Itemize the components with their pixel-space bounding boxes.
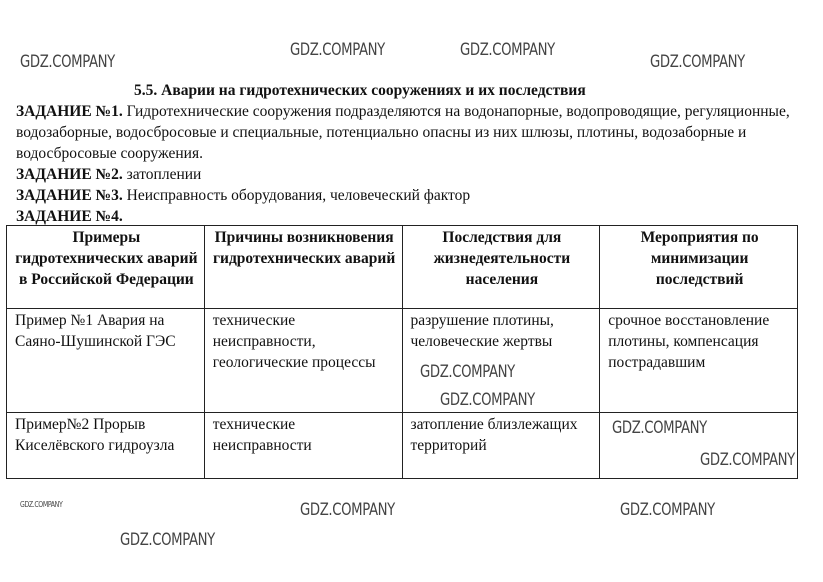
table-cell: технические неисправности xyxy=(203,412,403,479)
watermark: GDZ.COMPANY xyxy=(20,52,115,72)
watermark: GDZ.COMPANY xyxy=(300,500,395,520)
task-label: ЗАДАНИЕ №3. xyxy=(16,187,123,204)
watermark: GDZ.COMPANY xyxy=(700,450,795,470)
header-cell: Примеры гидротехнических аварий в Россий… xyxy=(6,225,205,309)
task-label: ЗАДАНИЕ №1. xyxy=(16,103,123,120)
table-cell: Пример №1 Авария на Саяно-Шушинской ГЭС xyxy=(6,308,205,413)
watermark: GDZ.COMPANY xyxy=(420,362,515,382)
table-cell: Пример№2 Прорыв Киселёвского гидроузла xyxy=(6,412,205,479)
task-text: Неисправность оборудования, человеческий… xyxy=(122,187,471,204)
header-cell: Мероприятия по минимизации последствий xyxy=(599,225,798,309)
task-text: затоплении xyxy=(122,166,202,183)
table-cell: технические неисправности, геологические… xyxy=(203,308,403,413)
task-4: ЗАДАНИЕ №4. xyxy=(16,206,806,227)
task-2: ЗАДАНИЕ №2. затоплении xyxy=(16,164,806,185)
table-cell: разрушение плотины, человеческие жертвы xyxy=(401,308,601,413)
watermark: GDZ.COMPANY xyxy=(620,500,715,520)
section-title: 5.5. Аварии на гидротехнических сооружен… xyxy=(134,82,586,99)
header-cell: Последствия для жизнедеятельности населе… xyxy=(401,225,601,309)
table-row: Пример№2 Прорыв Киселёвского гидроузла т… xyxy=(6,412,798,479)
table-cell: срочное восстановление плотины, компенса… xyxy=(599,308,798,413)
task-3: ЗАДАНИЕ №3. Неисправность оборудования, … xyxy=(16,185,806,206)
watermark: GDZ.COMPANY xyxy=(612,418,707,438)
table-row: Пример №1 Авария на Саяно-Шушинской ГЭС … xyxy=(6,308,798,413)
watermark: GDZ.COMPANY xyxy=(290,40,385,60)
task-text: Гидротехнические сооружения подразделяют… xyxy=(16,103,790,162)
watermark: GDZ.COMPANY xyxy=(20,500,63,509)
watermark: GDZ.COMPANY xyxy=(650,52,745,72)
task-1: ЗАДАНИЕ №1. Гидротехнические сооружения … xyxy=(16,101,806,164)
table-cell xyxy=(599,412,798,479)
table-header-row: Примеры гидротехнических аварий в Россий… xyxy=(6,225,798,309)
table-cell: затопление близлежащих территорий xyxy=(401,412,601,479)
accidents-table: Примеры гидротехнических аварий в Россий… xyxy=(6,225,798,479)
document-body: 5.5. Аварии на гидротехнических сооружен… xyxy=(16,80,806,227)
watermark: GDZ.COMPANY xyxy=(120,530,215,550)
task-label: ЗАДАНИЕ №2. xyxy=(16,166,123,183)
task-label: ЗАДАНИЕ №4. xyxy=(16,208,123,225)
watermark: GDZ.COMPANY xyxy=(460,40,555,60)
watermark: GDZ.COMPANY xyxy=(440,390,535,410)
header-cell: Причины возникновения гидротехнических а… xyxy=(203,225,403,309)
